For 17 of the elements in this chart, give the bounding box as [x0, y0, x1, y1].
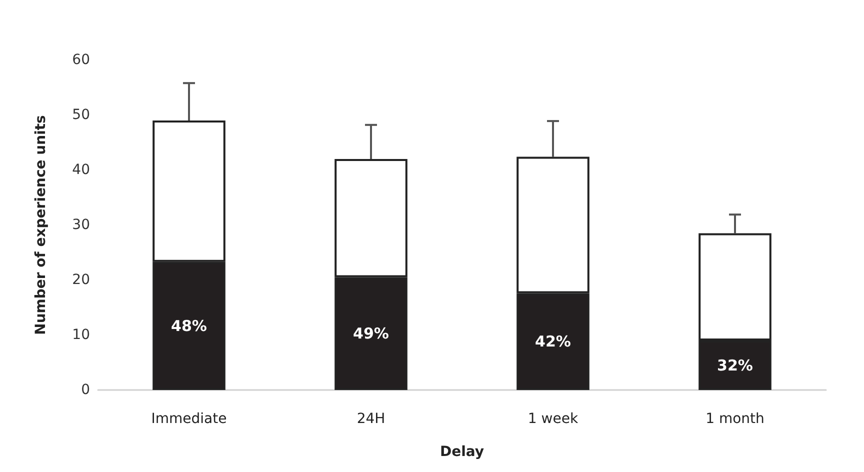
y-tick-label: 0	[81, 382, 90, 398]
y-tick-label: 60	[72, 52, 90, 68]
y-tick-label: 40	[72, 162, 90, 178]
annotation: 32%	[717, 356, 753, 374]
y-tick-label: 10	[72, 327, 90, 343]
x-axis-title: Delay	[440, 444, 484, 460]
y-tick-label: 20	[72, 272, 90, 288]
x-tick-label: Immediate	[151, 411, 227, 427]
y-tick-label: 30	[72, 217, 90, 233]
y-tick-label: 50	[72, 107, 90, 123]
x-tick-label: 1 week	[528, 411, 579, 427]
y-axis-title: Number of experience units	[33, 115, 49, 335]
annotation: 48%	[171, 316, 207, 335]
annotation: 42%	[535, 332, 571, 351]
annotation: 49%	[353, 324, 389, 343]
x-tick-label: 1 month	[706, 411, 764, 427]
x-tick-label: 24H	[356, 411, 386, 427]
